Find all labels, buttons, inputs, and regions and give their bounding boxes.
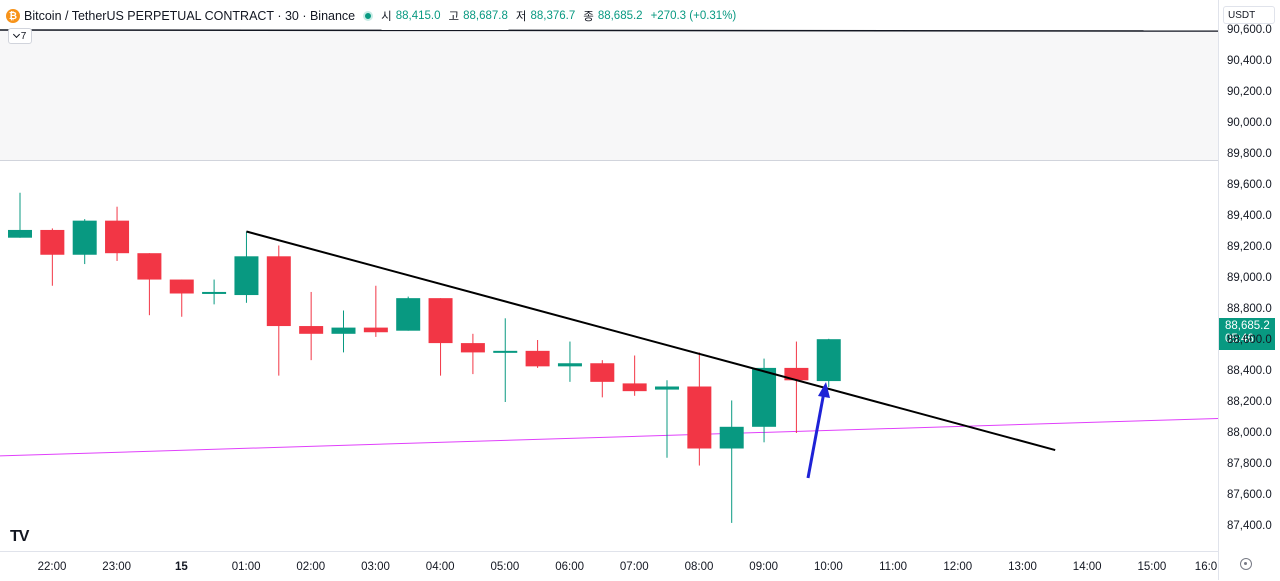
price-tick-label: 89,000.0 (1227, 272, 1272, 284)
candle-body-21 (687, 386, 712, 449)
candle-body-23 (752, 367, 777, 427)
trendline (246, 230, 1056, 452)
price-tick-label: 88,800.0 (1227, 303, 1272, 315)
candle-body-13 (428, 298, 453, 344)
price-tick-label: 87,600.0 (1227, 489, 1272, 501)
time-tick-label: 12:00 (943, 561, 973, 573)
candle-body-9 (299, 326, 324, 334)
candle-body-24 (784, 367, 809, 381)
bitcoin-logo-icon: ₿ (6, 9, 20, 23)
price-tick-label: 90,200.0 (1227, 86, 1272, 98)
tradingview-logo[interactable]: TV (10, 528, 29, 545)
candle-body-1 (40, 229, 65, 255)
last-price-badge: 88,685.2 05:46 (1219, 318, 1275, 350)
chart-area[interactable]: ₿ Bitcoin / TetherUS PERPETUAL CONTRACT … (0, 0, 1218, 580)
time-tick-label: 02:00 (296, 561, 326, 573)
price-tick-label: 87,800.0 (1227, 458, 1272, 470)
pane-divider[interactable] (0, 160, 1218, 161)
price-tick-label: 88,600.0 (1227, 334, 1272, 346)
price-tick-label: 90,400.0 (1227, 55, 1272, 67)
time-tick-label: 01:00 (231, 561, 261, 573)
candle-body-17 (557, 363, 582, 367)
candle-body-7 (234, 256, 259, 296)
time-tick-label: 13:00 (1008, 561, 1037, 573)
time-tick-label: 06:00 (555, 561, 584, 573)
candle-body-4 (137, 253, 162, 280)
high-value: 88,687.8 (463, 10, 508, 22)
price-tick-label: 90,600.0 (1227, 24, 1272, 36)
candle-body-20 (655, 386, 679, 390)
price-change: +270.3 (+0.31%) (650, 10, 737, 22)
low-value: 88,376.7 (530, 10, 576, 22)
last-price: 88,685.2 (1225, 320, 1270, 332)
time-tick-label: 16:0 (1194, 561, 1218, 573)
candle-body-8 (266, 256, 291, 327)
high-label: 고 (448, 11, 460, 23)
price-scale[interactable]: USDT 88,685.2 05:46 90,600.0 90,400.0 90,2… (1218, 0, 1280, 580)
indicators-collapse-button[interactable]: 7 (8, 28, 32, 44)
time-tick-label: 03:00 (361, 561, 390, 573)
bar-countdown: 05:46 (1225, 333, 1254, 345)
open-label: 시 (381, 11, 392, 23)
market-status-icon (363, 11, 374, 21)
close-label: 종 (583, 11, 594, 23)
chart-header: ₿ Bitcoin / TetherUS PERPETUAL CONTRACT … (6, 6, 736, 26)
candle-body-14 (460, 343, 485, 353)
candle-body-22 (719, 426, 744, 449)
candle-body-6 (202, 291, 227, 294)
low-label: 저 (515, 11, 527, 23)
horizontal-line (0, 29, 1218, 32)
price-tick-label: 89,200.0 (1227, 241, 1272, 253)
candle-body-18 (590, 363, 615, 382)
time-tick-label: 04:00 (425, 561, 455, 573)
annotation-arrow (806, 391, 826, 479)
candle-body-2 (72, 220, 97, 255)
price-tick-label: 89,800.0 (1227, 148, 1272, 160)
price-tick-label: 89,400.0 (1227, 210, 1272, 222)
candle-body-3 (105, 220, 130, 254)
time-tick-label: 07:00 (619, 561, 649, 573)
open-value: 88,415.0 (395, 10, 441, 22)
candle-body-10 (331, 327, 356, 334)
time-tick-label: 22:00 (37, 561, 67, 573)
candle-body-12 (396, 298, 421, 331)
top-pane (0, 30, 1218, 160)
close-value: 88,685.2 (597, 10, 643, 22)
annotation-arrow-head (818, 382, 830, 398)
time-tick-label: 10:00 (814, 561, 843, 573)
time-tick-label: 08:00 (684, 561, 714, 573)
time-tick-label: 15 (174, 561, 188, 573)
candle-body-15 (493, 350, 518, 353)
price-tick-label: 88,000.0 (1227, 427, 1272, 439)
time-tick-label: 23:00 (102, 561, 132, 573)
price-tick-label: 88,200.0 (1227, 396, 1272, 408)
candle-body-0 (8, 229, 32, 238)
time-tick-label: 11:00 (879, 561, 908, 573)
time-tick-label: 14:00 (1072, 561, 1102, 573)
symbol-title[interactable]: Bitcoin / TetherUS PERPETUAL CONTRACT · … (24, 9, 356, 23)
candle-body-16 (525, 350, 550, 367)
time-scale[interactable]: 22:00 23:00 15 01:00 02:00 03:00 04:00 05:00 06:… (0, 551, 1218, 581)
time-tick-label: 05:00 (490, 561, 520, 573)
price-tick-label: 90,000.0 (1227, 117, 1272, 129)
candle-body-5 (169, 279, 194, 294)
gear-icon[interactable] (1240, 558, 1252, 570)
candle-body-19 (622, 383, 647, 392)
chevron-down-icon (12, 30, 20, 39)
candlestick-chart[interactable] (0, 0, 1218, 551)
time-tick-label: 09:00 (749, 561, 779, 573)
moving-average-line (0, 417, 1218, 457)
price-tick-label: 88,400.0 (1227, 365, 1272, 377)
currency-selector[interactable]: USDT (1223, 6, 1275, 24)
candle-body-11 (363, 327, 388, 333)
candle-body-25 (816, 339, 841, 382)
price-tick-label: 89,600.0 (1227, 179, 1272, 191)
time-tick-label: 15:00 (1137, 561, 1167, 573)
indicator-count: 7 (20, 30, 27, 42)
price-tick-label: 87,400.0 (1227, 520, 1272, 532)
